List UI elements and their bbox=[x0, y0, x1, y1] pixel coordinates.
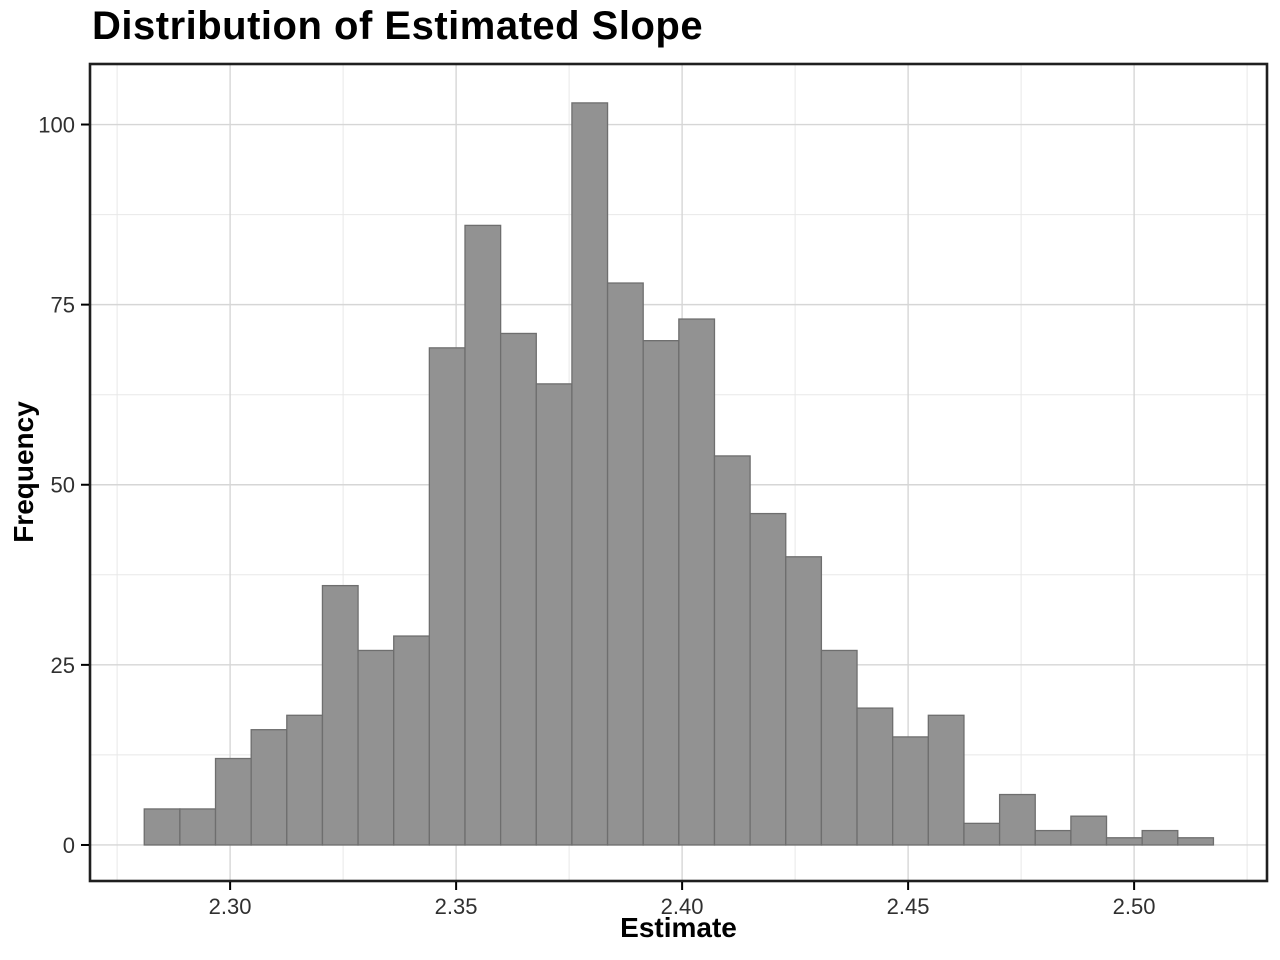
histogram-bar bbox=[179, 808, 217, 846]
histogram-bar bbox=[606, 282, 644, 846]
y-tick-label: 0 bbox=[63, 833, 75, 858]
histogram-bar bbox=[1141, 829, 1179, 846]
histogram-bar bbox=[393, 635, 431, 846]
histogram-bar bbox=[713, 455, 751, 846]
x-tick-label: 2.45 bbox=[887, 894, 930, 919]
y-tick-label: 25 bbox=[51, 653, 75, 678]
panel-border bbox=[88, 62, 1269, 883]
x-tick-label: 2.30 bbox=[209, 894, 252, 919]
y-axis-title: Frequency bbox=[8, 401, 39, 543]
histogram-bar bbox=[785, 556, 823, 846]
y-tick-label: 50 bbox=[51, 473, 75, 498]
x-axis-title: Estimate bbox=[620, 912, 737, 943]
histogram-bar bbox=[678, 318, 716, 846]
histogram-bar bbox=[963, 822, 1001, 846]
x-tick-label: 2.40 bbox=[661, 894, 704, 919]
y-tick-label: 100 bbox=[38, 113, 75, 138]
histogram-bar bbox=[1177, 837, 1215, 846]
histogram-bar bbox=[428, 347, 466, 846]
histogram-bar bbox=[571, 102, 609, 846]
histogram-bar bbox=[357, 649, 395, 846]
histogram-bar bbox=[464, 224, 502, 846]
x-tick-label: 2.35 bbox=[435, 894, 478, 919]
histogram-bar bbox=[1105, 837, 1143, 846]
histogram-bar bbox=[286, 714, 324, 846]
histogram-bar bbox=[499, 332, 537, 846]
y-tick-label: 75 bbox=[51, 293, 75, 318]
histogram-bar bbox=[250, 729, 288, 846]
histogram-bar bbox=[642, 340, 680, 846]
histogram-bar bbox=[892, 736, 929, 846]
histogram-bar bbox=[927, 714, 965, 846]
x-tick-label: 2.50 bbox=[1113, 894, 1156, 919]
histogram-bar bbox=[856, 707, 894, 846]
histogram-bar bbox=[998, 793, 1036, 846]
histogram-bar bbox=[749, 512, 787, 846]
chart-title: Distribution of Estimated Slope bbox=[92, 4, 704, 48]
histogram-bar bbox=[1034, 829, 1072, 846]
histogram-bar bbox=[321, 584, 359, 846]
histogram-bar bbox=[535, 383, 573, 846]
histogram-bar bbox=[820, 649, 858, 846]
histogram-bar bbox=[1070, 815, 1108, 846]
histogram-bar bbox=[143, 808, 181, 846]
histogram-bar bbox=[214, 757, 252, 846]
